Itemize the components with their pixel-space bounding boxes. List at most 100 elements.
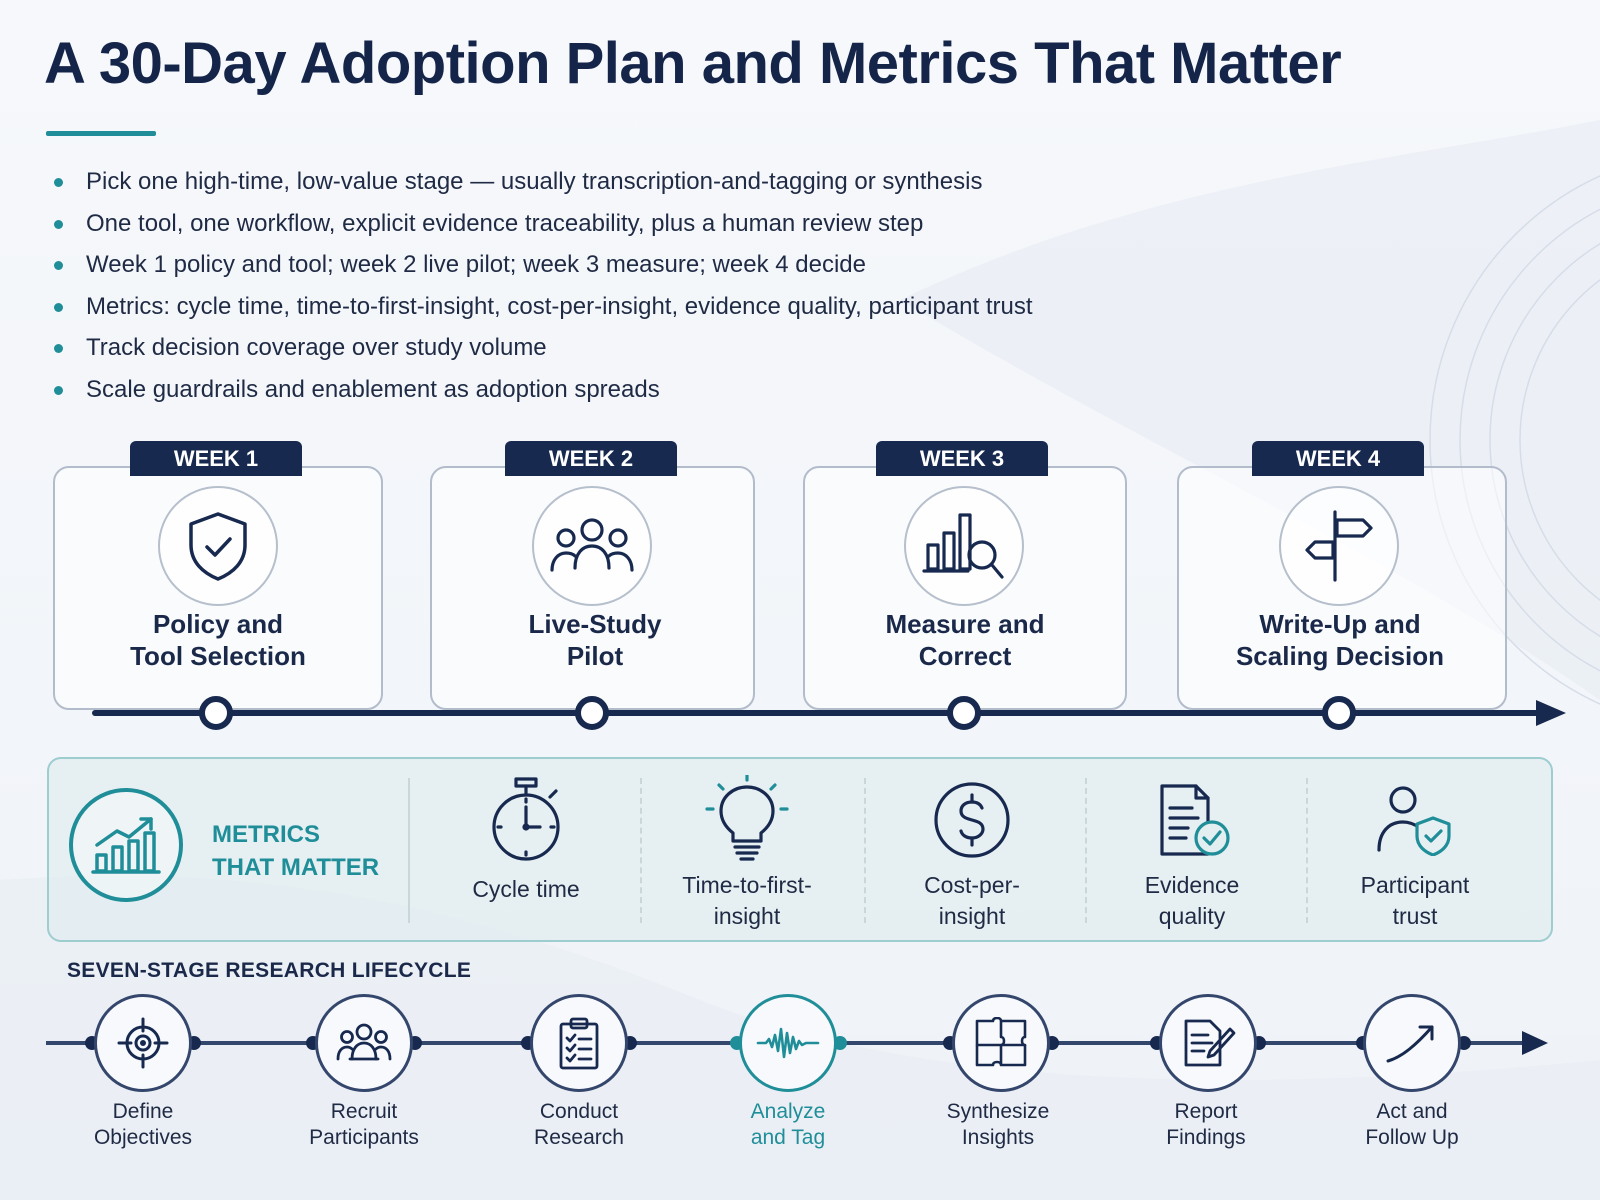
metrics-divider xyxy=(864,778,866,923)
bullet-text: Scale guardrails and enablement as adopt… xyxy=(86,375,660,403)
stage-label-line1: Act and xyxy=(1376,1100,1448,1123)
bullet-dot xyxy=(54,385,63,395)
timeline-arrowhead xyxy=(1536,700,1566,726)
bullet-text: Track decision coverage over study volum… xyxy=(86,334,547,361)
stage-label-line1: Define xyxy=(112,1100,174,1123)
week-3-label-line2: Correct xyxy=(918,641,1012,671)
report-icon xyxy=(1159,994,1257,1092)
stage-label: Conduct Research xyxy=(489,1099,669,1151)
week-4-label-line1: Write-Up and xyxy=(1259,609,1421,639)
stage-label-line1: Synthesize xyxy=(946,1100,1050,1123)
metrics-divider xyxy=(408,778,410,923)
metrics-divider xyxy=(1085,778,1087,923)
stage-label: Recruit Participants xyxy=(274,1099,454,1151)
metric-label-line2: quality xyxy=(1158,903,1226,929)
stage-label-line1: Report xyxy=(1174,1100,1238,1123)
metrics-divider xyxy=(1306,778,1308,923)
week-2-label-line1: Live-Study xyxy=(528,609,662,639)
bullet-text: One tool, one workflow, explicit evidenc… xyxy=(86,209,924,237)
page-title: A 30-Day Adoption Plan and Metrics That … xyxy=(44,31,1342,96)
stage-label: Report Findings xyxy=(1116,1099,1296,1151)
metric-label-line1: Participant xyxy=(1360,872,1470,898)
bullet-dot xyxy=(54,261,63,270)
stage-label: Define Objectives xyxy=(53,1099,233,1151)
bullet-item: One tool, one workflow, explicit evidenc… xyxy=(50,208,1350,250)
metrics-divider xyxy=(640,778,642,923)
bullet-text: Pick one high-time, low-value stage — us… xyxy=(86,168,983,195)
week-4-label-line2: Scaling Decision xyxy=(1235,641,1445,671)
week-1-label: Policy and Tool Selection xyxy=(58,608,378,672)
stage-label: Synthesize Insights xyxy=(908,1099,1088,1151)
metric-label-line2: insight xyxy=(938,903,1006,929)
metric-label: Time-to-first- insight xyxy=(647,870,847,932)
title-underline xyxy=(46,131,156,136)
week-3-label: Measure and Correct xyxy=(805,608,1125,672)
bullet-item: Metrics: cycle time, time-to-first-insig… xyxy=(50,291,1350,333)
stage-label: Analyze and Tag xyxy=(698,1099,878,1151)
week-2-tab: WEEK 2 xyxy=(505,441,677,476)
people-icon xyxy=(315,994,413,1092)
week-3-node xyxy=(947,696,981,730)
target-icon xyxy=(94,994,192,1092)
week-4-node xyxy=(1322,696,1356,730)
week-2-label-line2: Pilot xyxy=(566,641,624,671)
stage-label-line2: and Tag xyxy=(750,1126,826,1149)
stage-label-line1: Conduct xyxy=(539,1100,619,1123)
puzzle-icon xyxy=(952,994,1050,1092)
week-1-tab: WEEK 1 xyxy=(130,441,302,476)
bullet-dot xyxy=(54,178,63,187)
week-4-tab: WEEK 4 xyxy=(1252,441,1424,476)
stage-label-line1: Analyze xyxy=(750,1100,826,1123)
metric-participant-trust: Participant trust xyxy=(1315,770,1515,932)
lightbulb-icon xyxy=(647,770,847,870)
week-1-label-line2: Tool Selection xyxy=(130,641,306,671)
growth-chart-icon xyxy=(69,788,183,902)
lifecycle-title: SEVEN-STAGE RESEARCH LIFECYCLE xyxy=(67,959,472,982)
person-shield-icon xyxy=(1315,770,1515,870)
bullet-item: Scale guardrails and enablement as adopt… xyxy=(50,374,1350,416)
bullet-item: Week 1 policy and tool; week 2 live pilo… xyxy=(50,249,1350,291)
metrics-panel xyxy=(47,757,1553,942)
shield-check-icon xyxy=(158,486,278,606)
bullet-item: Track decision coverage over study volum… xyxy=(50,332,1350,374)
document-check-icon xyxy=(1092,770,1292,870)
stage-label-line2: Findings xyxy=(1166,1126,1246,1149)
week-4-label: Write-Up and Scaling Decision xyxy=(1180,608,1500,672)
lifecycle-arrowhead xyxy=(1522,1031,1548,1055)
week-3-label-line1: Measure and xyxy=(885,609,1045,639)
metric-label: Participant trust xyxy=(1315,870,1515,932)
bullet-dot xyxy=(54,219,63,229)
metric-evidence-quality: Evidence quality xyxy=(1092,770,1292,932)
metric-cycle-time: Cycle time xyxy=(426,770,626,905)
metrics-title-line2: THAT MATTER xyxy=(212,854,380,881)
metric-label-line1: Evidence xyxy=(1144,872,1240,898)
stage-label-line2: Follow Up xyxy=(1365,1126,1459,1149)
week-2-label: Live-Study Pilot xyxy=(435,608,755,672)
bullet-text: Week 1 policy and tool; week 2 live pilo… xyxy=(86,251,866,278)
waveform-icon xyxy=(739,994,837,1092)
stage-label-line2: Objectives xyxy=(93,1126,193,1149)
stage-label-line2: Participants xyxy=(309,1126,419,1149)
metric-label-line2: trust xyxy=(1392,903,1438,929)
chart-magnifier-icon xyxy=(904,486,1024,606)
metric-time-to-first-insight: Time-to-first- insight xyxy=(647,770,847,932)
week-3-tab: WEEK 3 xyxy=(876,441,1048,476)
metric-label-line2: insight xyxy=(713,903,781,929)
bullet-item: Pick one high-time, low-value stage — us… xyxy=(50,166,1350,208)
metric-label-line1: Time-to-first- xyxy=(682,872,812,898)
timeline-line xyxy=(92,710,1542,716)
week-1-label-line1: Policy and xyxy=(152,609,284,639)
bullet-dot xyxy=(54,302,63,312)
bullet-text: Metrics: cycle time, time-to-first-insig… xyxy=(86,292,1033,320)
metric-label: Cost-per- insight xyxy=(872,870,1072,932)
signpost-icon xyxy=(1279,486,1399,606)
metric-label-line1: Cost-per- xyxy=(924,872,1020,898)
week-2-node xyxy=(575,696,609,730)
stage-label: Act and Follow Up xyxy=(1322,1099,1502,1151)
stopwatch-icon xyxy=(426,770,626,870)
bullet-dot xyxy=(54,344,63,353)
metric-label: Cycle time xyxy=(472,876,580,902)
stage-label-line1: Recruit xyxy=(330,1100,398,1123)
dollar-icon xyxy=(872,770,1072,870)
metrics-title: METRICS THAT MATTER xyxy=(212,818,379,884)
